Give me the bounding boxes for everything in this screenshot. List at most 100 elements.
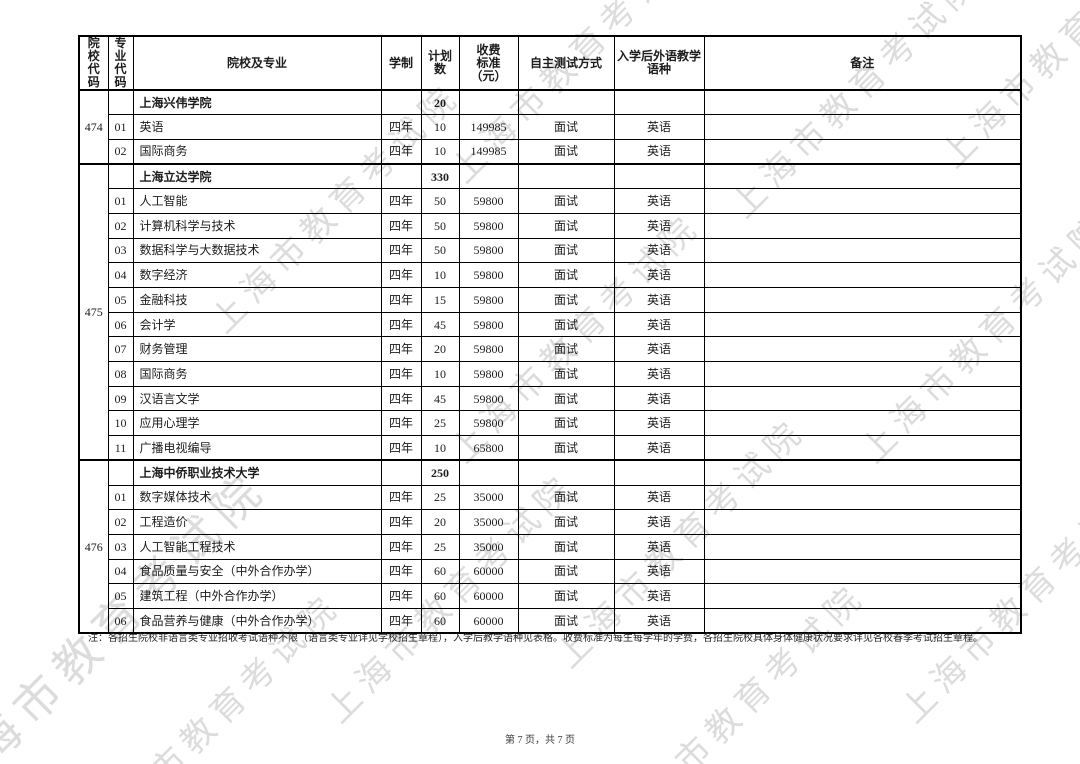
remark <box>703 212 1022 239</box>
study-years: 四年 <box>380 262 422 288</box>
teaching-language: 英语 <box>613 311 705 338</box>
remark <box>703 311 1022 338</box>
major-row: 01 英语 四年 10 149985 面试 英语 <box>79 114 1022 140</box>
teaching-language: 英语 <box>613 607 705 634</box>
teaching-language: 英语 <box>613 509 705 535</box>
major-code: 01 <box>107 484 134 511</box>
major-name: 英语 <box>132 114 382 140</box>
teaching-language: 英语 <box>613 237 705 264</box>
study-years: 四年 <box>380 385 422 412</box>
major-code: 01 <box>107 114 134 140</box>
teaching-language: 英语 <box>613 262 705 288</box>
remark <box>703 558 1022 585</box>
language-empty <box>613 89 705 116</box>
major-name: 应用心理学 <box>132 410 382 437</box>
major-code: 05 <box>107 583 134 609</box>
remark-empty <box>703 163 1022 190</box>
major-name: 汉语言文学 <box>132 385 382 412</box>
major-name: 食品质量与安全（中外合作办学） <box>132 558 382 585</box>
plan-count: 10 <box>420 435 460 461</box>
major-row: 05 金融科技 四年 15 59800 面试 英语 <box>79 287 1022 313</box>
test-method: 面试 <box>517 385 615 412</box>
major-name: 国际商务 <box>132 361 382 387</box>
college-code: 475 <box>78 163 109 461</box>
test-method: 面试 <box>517 410 615 437</box>
remark <box>703 385 1022 412</box>
study-years: 四年 <box>380 558 422 585</box>
major-code-empty <box>107 459 134 486</box>
fee-standard: 59800 <box>458 287 519 313</box>
plan-count: 60 <box>420 558 460 585</box>
test-method: 面试 <box>517 138 615 165</box>
plan-count: 50 <box>420 212 460 239</box>
remark <box>703 410 1022 437</box>
major-code: 03 <box>107 237 134 264</box>
major-code-empty <box>107 163 134 190</box>
remark <box>703 484 1022 511</box>
plan-count: 20 <box>420 336 460 363</box>
major-code: 07 <box>107 336 134 363</box>
fee-standard: 59800 <box>458 237 519 264</box>
study-years: 四年 <box>380 114 422 140</box>
college-total-plan: 330 <box>420 163 460 190</box>
fee-empty <box>458 163 519 190</box>
header-plan-count: 计划数 <box>420 35 460 91</box>
plan-count: 10 <box>420 114 460 140</box>
plan-count: 10 <box>420 138 460 165</box>
fee-empty <box>458 459 519 486</box>
remark <box>703 336 1022 363</box>
major-code: 04 <box>107 558 134 585</box>
major-row: 04 数字经济 四年 10 59800 面试 英语 <box>79 262 1022 288</box>
test-method: 面试 <box>517 287 615 313</box>
major-code: 08 <box>107 361 134 387</box>
teaching-language: 英语 <box>613 583 705 609</box>
remark <box>703 188 1022 214</box>
test-method: 面试 <box>517 509 615 535</box>
remark <box>703 607 1022 634</box>
header-study-years: 学制 <box>380 35 422 91</box>
remark <box>703 287 1022 313</box>
major-code: 02 <box>107 138 134 165</box>
remark-empty <box>703 89 1022 116</box>
major-row: 05 建筑工程（中外合作办学） 四年 60 60000 面试 英语 <box>79 583 1022 609</box>
major-name: 国际商务 <box>132 138 382 165</box>
teaching-language: 英语 <box>613 484 705 511</box>
major-code: 09 <box>107 385 134 412</box>
test-method: 面试 <box>517 361 615 387</box>
test-method: 面试 <box>517 188 615 214</box>
plan-count: 25 <box>420 410 460 437</box>
study-years: 四年 <box>380 311 422 338</box>
header-row: 院校 代码 专业 代码 院校及专业 学制 计划数 收费 标准 （元） 自主测试方… <box>78 35 1022 91</box>
major-row: 11 广播电视编导 四年 10 65800 面试 英语 <box>79 435 1022 461</box>
major-name: 人工智能 <box>132 188 382 214</box>
test-method: 面试 <box>517 558 615 585</box>
major-row: 06 会计学 四年 45 59800 面试 英语 <box>79 311 1022 338</box>
remark <box>703 533 1022 560</box>
remark <box>703 435 1022 461</box>
teaching-language: 英语 <box>613 361 705 387</box>
test-method: 面试 <box>517 435 615 461</box>
teaching-language: 英语 <box>613 188 705 214</box>
test-method: 面试 <box>517 484 615 511</box>
major-code-empty <box>107 89 134 116</box>
fee-standard: 59800 <box>458 311 519 338</box>
major-name: 财务管理 <box>132 336 382 363</box>
college-total-plan: 20 <box>420 89 460 116</box>
page-number: 第 7 页，共 7 页 <box>505 735 575 746</box>
test-method: 面试 <box>517 114 615 140</box>
header-fee-standard: 收费 标准 （元） <box>458 35 519 91</box>
plan-count: 45 <box>420 311 460 338</box>
major-code: 06 <box>107 311 134 338</box>
study-years: 四年 <box>380 287 422 313</box>
major-name: 人工智能工程技术 <box>132 533 382 560</box>
footnote: 注：各招生院校非语言类专业招收考试语种不限（语言类专业详见学校招生章程），入学后… <box>88 633 983 644</box>
teaching-language: 英语 <box>613 287 705 313</box>
study-years: 四年 <box>380 237 422 264</box>
major-row: 09 汉语言文学 四年 45 59800 面试 英语 <box>79 385 1022 412</box>
major-code: 04 <box>107 262 134 288</box>
remark <box>703 114 1022 140</box>
remark <box>703 237 1022 264</box>
teaching-language: 英语 <box>613 336 705 363</box>
major-name: 数据科学与大数据技术 <box>132 237 382 264</box>
college-header-row: 474 上海兴伟学院 20 <box>78 88 1022 165</box>
